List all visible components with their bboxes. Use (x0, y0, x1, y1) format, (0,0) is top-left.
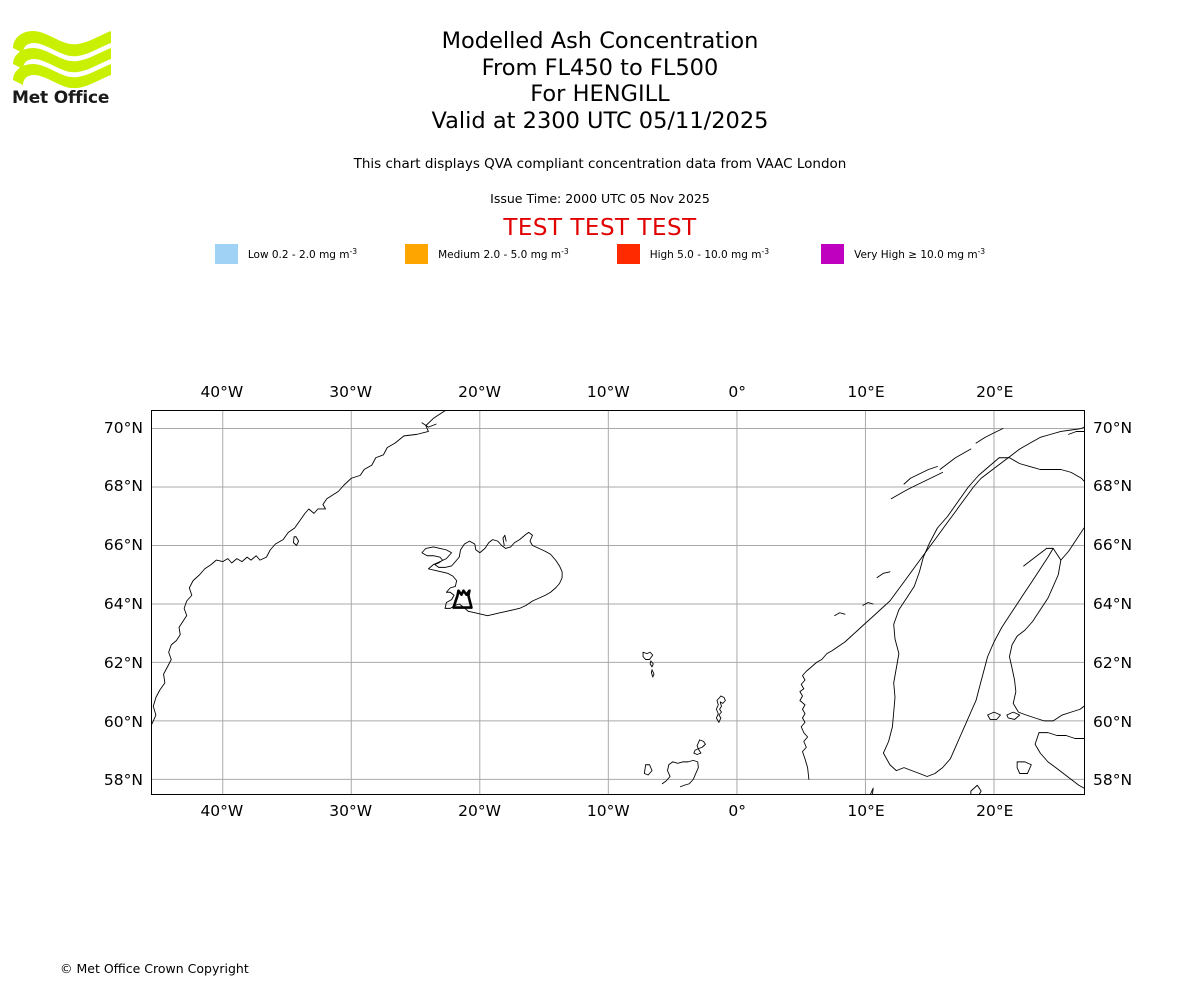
coastline-segment (661, 761, 674, 785)
legend-item-medium: Medium 2.0 - 5.0 mg m-3 (405, 243, 569, 264)
lat-tick-label: 60°N (103, 712, 143, 731)
lon-tick-label: 10°W (586, 802, 630, 820)
coastline-segment (1006, 711, 1021, 720)
legend-swatch-high (616, 243, 640, 264)
map-gridlines (152, 411, 1084, 794)
lon-tick-label: 10°W (586, 383, 630, 401)
logo-brand-text: Met Office (12, 88, 110, 108)
lat-tick-label: 64°N (1093, 594, 1133, 613)
coastline-segment (152, 411, 446, 725)
coastline-segment (1016, 761, 1032, 774)
met-office-waves-icon (13, 30, 111, 88)
coastline-segment (869, 787, 874, 794)
coastline-segment (882, 547, 1054, 777)
legend-item-low: Low 0.2 - 2.0 mg m-3 (214, 243, 358, 264)
ash-concentration-map[interactable] (151, 410, 1085, 795)
lon-tick-label: 30°W (329, 383, 373, 401)
coastline-segment (799, 426, 1084, 780)
legend-swatch-medium (405, 243, 429, 264)
coastline-segment (975, 428, 1004, 444)
lat-tick-label: 66°N (1093, 536, 1133, 555)
title-line-4: Valid at 2300 UTC 05/11/2025 (431, 107, 769, 134)
copyright-text: © Met Office Crown Copyright (60, 961, 249, 976)
coastline-segment (876, 571, 891, 579)
lat-tick-label: 60°N (1093, 712, 1133, 731)
coastline-segment (693, 739, 706, 755)
coastline-segment (1034, 732, 1084, 789)
coastline-segment (998, 457, 1084, 482)
lon-tick-label: 40°W (200, 802, 244, 820)
coastline-segment (834, 612, 846, 617)
map-coastlines (152, 411, 1084, 794)
lat-tick-label: 58°N (1093, 771, 1133, 790)
lon-tick-label: 20°W (458, 383, 501, 401)
coastline-segment (649, 660, 654, 668)
issue-time-text: Issue Time: 2000 UTC 05 Nov 2025 (490, 191, 710, 206)
hengill-source-marker (452, 589, 473, 609)
map-canvas (152, 411, 1084, 794)
lon-tick-label: 0° (728, 383, 746, 401)
lon-tick-label: 20°W (458, 802, 501, 820)
coastline-segment (1038, 732, 1084, 739)
title-line-3: For HENGILL (530, 81, 670, 107)
lat-tick-label: 64°N (103, 594, 143, 613)
legend-label-low: Low 0.2 - 2.0 mg m-3 (247, 246, 358, 261)
coastline-segment (715, 695, 726, 723)
lon-tick-label: 20°E (976, 802, 1014, 820)
lon-tick-label: 30°W (329, 802, 373, 820)
coastline-segment (650, 669, 655, 678)
coastline-segment (1068, 431, 1084, 435)
coastline-segment (672, 759, 699, 788)
coastline-segment (890, 471, 944, 500)
concentration-legend: Low 0.2 - 2.0 mg m-3 Medium 2.0 - 5.0 mg… (0, 243, 1200, 264)
legend-swatch-very-high (821, 243, 845, 264)
coastline-segment (643, 764, 653, 776)
coastline-segment (939, 448, 972, 470)
lat-tick-label: 58°N (103, 771, 143, 790)
lat-tick-label: 62°N (103, 653, 143, 672)
coastline-segment (970, 784, 982, 794)
legend-label-high: High 5.0 - 10.0 mg m-3 (649, 246, 770, 261)
ash-plume-layer (452, 589, 473, 609)
legend-item-very-high: Very High ≥ 10.0 mg m-3 (821, 243, 985, 264)
legend-item-high: High 5.0 - 10.0 mg m-3 (616, 243, 770, 264)
lat-tick-label: 66°N (103, 536, 143, 555)
lat-tick-label: 68°N (1093, 477, 1133, 496)
lat-tick-label: 62°N (1093, 653, 1133, 672)
coastline-segment (421, 531, 563, 617)
coastline-segment (1060, 527, 1084, 561)
coastline-segment (882, 457, 1000, 754)
legend-swatch-low (214, 243, 238, 264)
test-banner-text: TEST TEST TEST (503, 215, 697, 241)
coastline-segment (642, 651, 654, 660)
coastline-segment (502, 534, 507, 546)
title-line-1: Modelled Ash Concentration (441, 28, 759, 54)
coastline-segment (987, 711, 1001, 720)
lon-tick-label: 10°E (847, 383, 885, 401)
lon-tick-label: 0° (728, 802, 746, 820)
lon-tick-label: 20°E (976, 383, 1014, 401)
coastline-segment (903, 466, 938, 485)
lat-tick-label: 70°N (1093, 418, 1133, 437)
coastline-segment (421, 422, 437, 428)
legend-label-medium: Medium 2.0 - 5.0 mg m-3 (438, 246, 569, 261)
lon-tick-label: 40°W (200, 383, 244, 401)
title-line-2: From FL450 to FL500 (481, 54, 719, 81)
met-office-logo: Met Office (12, 26, 112, 110)
coastline-segment (1009, 547, 1084, 722)
coastline-segment (292, 536, 300, 546)
lat-tick-label: 70°N (103, 418, 143, 437)
coastline-segment (862, 602, 874, 606)
lon-tick-label: 10°E (847, 802, 885, 820)
page-title: Modelled Ash Concentration From FL450 to… (0, 28, 1200, 134)
chart-subtitle: This chart displays QVA compliant concen… (353, 156, 847, 172)
lat-tick-label: 68°N (103, 477, 143, 496)
map-plot-frame (151, 410, 1085, 795)
legend-label-very-high: Very High ≥ 10.0 mg m-3 (854, 246, 986, 261)
